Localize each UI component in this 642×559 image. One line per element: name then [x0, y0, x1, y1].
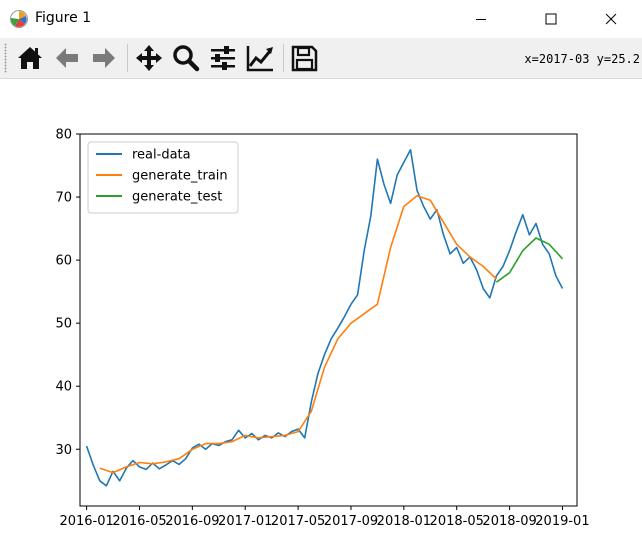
- series-line-generate_train: [99, 195, 497, 474]
- toolbar-separator: [127, 44, 128, 72]
- pan-button[interactable]: [133, 42, 165, 74]
- y-tick-label: 80: [55, 128, 72, 143]
- legend-box: [87, 141, 239, 214]
- arrow-right-icon: [93, 48, 115, 68]
- x-tick-label: 2017-09: [324, 514, 378, 529]
- minimize-icon: [476, 19, 486, 20]
- y-tick-label: 60: [55, 254, 72, 269]
- legend-label: real-data: [132, 148, 191, 163]
- back-button[interactable]: [51, 42, 83, 74]
- window-titlebar: Figure 1: [0, 0, 642, 39]
- zoom-button[interactable]: [170, 42, 202, 74]
- close-button[interactable]: [588, 0, 634, 38]
- maximize-icon: [545, 13, 557, 25]
- legend-label: generate_test: [132, 190, 222, 205]
- x-tick-label: 2017-05: [271, 514, 325, 529]
- forward-button[interactable]: [88, 42, 120, 74]
- x-tick-label: 2018-01: [377, 514, 431, 529]
- x-tick-label: 2016-05: [112, 514, 166, 529]
- maximize-button[interactable]: [528, 0, 574, 38]
- configure-subplots-button[interactable]: [207, 42, 239, 74]
- toolbar-grip[interactable]: [4, 43, 7, 73]
- move-icon: [136, 45, 162, 71]
- home-icon: [18, 47, 42, 69]
- chart-line-icon: [246, 46, 273, 72]
- y-tick-label: 30: [55, 443, 72, 458]
- arrow-left-icon: [56, 48, 78, 68]
- navigation-toolbar: x=2017-03 y=25.2: [0, 38, 642, 79]
- save-button[interactable]: [288, 42, 320, 74]
- plot-svg[interactable]: 30 40 50 60 70 80 2016-012016-052016-092017-01…: [0, 79, 642, 559]
- close-icon: [605, 13, 617, 25]
- series-line-generate_test: [495, 237, 564, 283]
- x-tick-label: 2019-01: [535, 514, 589, 529]
- edit-axis-button[interactable]: [244, 42, 276, 74]
- y-tick-label: 70: [55, 191, 72, 206]
- y-tick-label: 40: [55, 380, 72, 395]
- legend-label: generate_train: [132, 169, 228, 184]
- sliders-icon: [211, 46, 235, 70]
- toolbar-separator: [283, 44, 284, 72]
- home-button[interactable]: [14, 42, 46, 74]
- series-line-real-data: [85, 149, 564, 487]
- x-tick-label: 2016-01: [59, 514, 113, 529]
- x-tick-label: 2018-09: [482, 514, 536, 529]
- x-tick-label: 2018-05: [430, 514, 484, 529]
- matplotlib-icon: [9, 9, 29, 29]
- floppy-icon: [291, 45, 318, 72]
- minimize-button[interactable]: [458, 0, 504, 38]
- window-title: Figure 1: [35, 10, 92, 26]
- x-tick-label: 2017-01: [218, 514, 272, 529]
- figure-canvas[interactable]: 30 40 50 60 70 80 2016-01 2016-05 2016-09 2017-01…: [0, 79, 642, 559]
- cursor-coordinates: x=2017-03 y=25.2: [524, 52, 640, 66]
- y-tick-label: 50: [55, 317, 72, 332]
- x-tick-label: 2016-09: [165, 514, 219, 529]
- magnifier-icon: [173, 45, 200, 72]
